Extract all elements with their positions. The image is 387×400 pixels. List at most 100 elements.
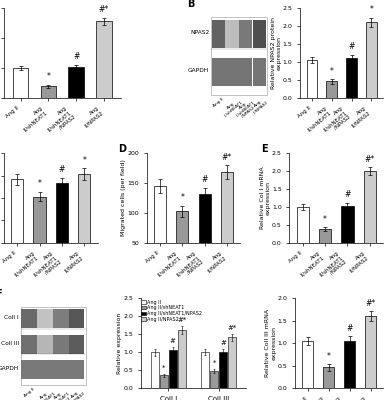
- Text: *: *: [82, 156, 86, 164]
- Bar: [41, 86, 56, 98]
- Bar: [37, 309, 53, 328]
- Text: *: *: [38, 180, 41, 188]
- Bar: [199, 194, 211, 273]
- Text: Coll I: Coll I: [4, 315, 19, 320]
- Bar: [302, 341, 313, 388]
- Bar: [326, 82, 337, 98]
- Text: *: *: [212, 360, 216, 366]
- Text: Ang
II/shNEAT1: Ang II/shNEAT1: [34, 387, 57, 400]
- Text: #*: #*: [222, 152, 232, 162]
- Text: E: E: [261, 144, 268, 154]
- Bar: [176, 211, 188, 273]
- Bar: [319, 229, 331, 243]
- Bar: [228, 337, 236, 388]
- Bar: [225, 20, 239, 48]
- Text: *: *: [46, 72, 50, 81]
- Bar: [221, 172, 233, 273]
- Text: #*: #*: [365, 299, 376, 308]
- Bar: [239, 20, 252, 48]
- Text: *: *: [323, 215, 327, 224]
- Bar: [78, 174, 91, 288]
- Bar: [253, 58, 266, 86]
- Text: Ang
II/shNEAT1
/NPAS2: Ang II/shNEAT1 /NPAS2: [48, 387, 74, 400]
- Text: F: F: [0, 290, 2, 300]
- Text: Coll III: Coll III: [1, 341, 19, 346]
- Text: B: B: [187, 0, 195, 9]
- Bar: [37, 334, 53, 354]
- Bar: [169, 350, 177, 388]
- Bar: [225, 58, 239, 86]
- Bar: [11, 179, 24, 288]
- Text: #: #: [220, 340, 226, 346]
- Text: *: *: [180, 193, 184, 202]
- Text: #: #: [346, 324, 353, 333]
- Text: #: #: [170, 338, 176, 344]
- Text: #: #: [73, 52, 79, 61]
- Text: *: *: [369, 5, 373, 14]
- Text: Ang II: Ang II: [212, 97, 224, 108]
- Bar: [69, 334, 84, 354]
- Y-axis label: Relative NPAS2 protein
expression: Relative NPAS2 protein expression: [271, 17, 281, 89]
- Bar: [346, 58, 357, 98]
- Text: #: #: [344, 190, 351, 200]
- Bar: [53, 309, 68, 328]
- Bar: [21, 307, 86, 385]
- Bar: [201, 352, 209, 388]
- Bar: [296, 207, 309, 243]
- Bar: [68, 67, 84, 98]
- Bar: [363, 171, 376, 243]
- Text: #*: #*: [228, 325, 237, 331]
- Text: #: #: [202, 175, 208, 184]
- Bar: [365, 316, 376, 388]
- Bar: [34, 196, 46, 288]
- Bar: [366, 22, 377, 98]
- Bar: [210, 371, 218, 388]
- Text: GAPDH: GAPDH: [0, 366, 19, 371]
- Text: Ang
II/shNEAT1
/NPAS2: Ang II/shNEAT1 /NPAS2: [233, 97, 259, 122]
- Text: Ang
II/NPAS2: Ang II/NPAS2: [67, 387, 87, 400]
- Text: #*: #*: [99, 5, 109, 14]
- Bar: [53, 334, 68, 354]
- Text: #: #: [348, 42, 355, 51]
- Text: #*: #*: [177, 317, 187, 323]
- Bar: [212, 58, 225, 86]
- Text: NPAS2: NPAS2: [190, 30, 209, 35]
- Bar: [178, 330, 186, 388]
- Bar: [37, 360, 53, 379]
- Bar: [21, 360, 37, 379]
- Bar: [307, 60, 317, 98]
- Y-axis label: Relative Col I mRNA
expression: Relative Col I mRNA expression: [260, 167, 271, 229]
- Y-axis label: Relative Coll III mRNA
expression: Relative Coll III mRNA expression: [265, 309, 276, 377]
- Bar: [211, 17, 267, 95]
- Text: Ang II: Ang II: [23, 387, 36, 398]
- Text: #*: #*: [365, 154, 375, 164]
- Bar: [212, 20, 225, 48]
- Bar: [154, 186, 166, 273]
- Bar: [151, 352, 159, 388]
- Text: D: D: [118, 144, 127, 154]
- Bar: [56, 183, 68, 288]
- Bar: [323, 367, 334, 388]
- Bar: [69, 309, 84, 328]
- Bar: [53, 360, 68, 379]
- Text: Ang
II/shNEAT1: Ang II/shNEAT1: [221, 97, 244, 118]
- Text: *: *: [327, 352, 330, 361]
- Text: *: *: [162, 365, 166, 371]
- Bar: [341, 206, 353, 243]
- Bar: [21, 334, 37, 354]
- Bar: [239, 58, 252, 86]
- Bar: [13, 68, 28, 98]
- Text: GAPDH: GAPDH: [188, 68, 209, 73]
- Text: Ang
II/NPAS2: Ang II/NPAS2: [250, 97, 269, 115]
- Bar: [96, 22, 111, 98]
- Bar: [219, 352, 227, 388]
- Y-axis label: Relative expression: Relative expression: [117, 312, 122, 374]
- Bar: [21, 309, 37, 328]
- Text: #: #: [59, 165, 65, 174]
- Text: *: *: [330, 67, 334, 76]
- Legend: Ang II, Ang II/shNEAT1, Ang II/shNEAT1/NPAS2, Ang II/NPAS2: Ang II, Ang II/shNEAT1, Ang II/shNEAT1/N…: [141, 299, 203, 322]
- Bar: [160, 376, 168, 388]
- Bar: [253, 20, 266, 48]
- Y-axis label: Migrated cells (per field): Migrated cells (per field): [121, 160, 126, 236]
- Bar: [344, 341, 355, 388]
